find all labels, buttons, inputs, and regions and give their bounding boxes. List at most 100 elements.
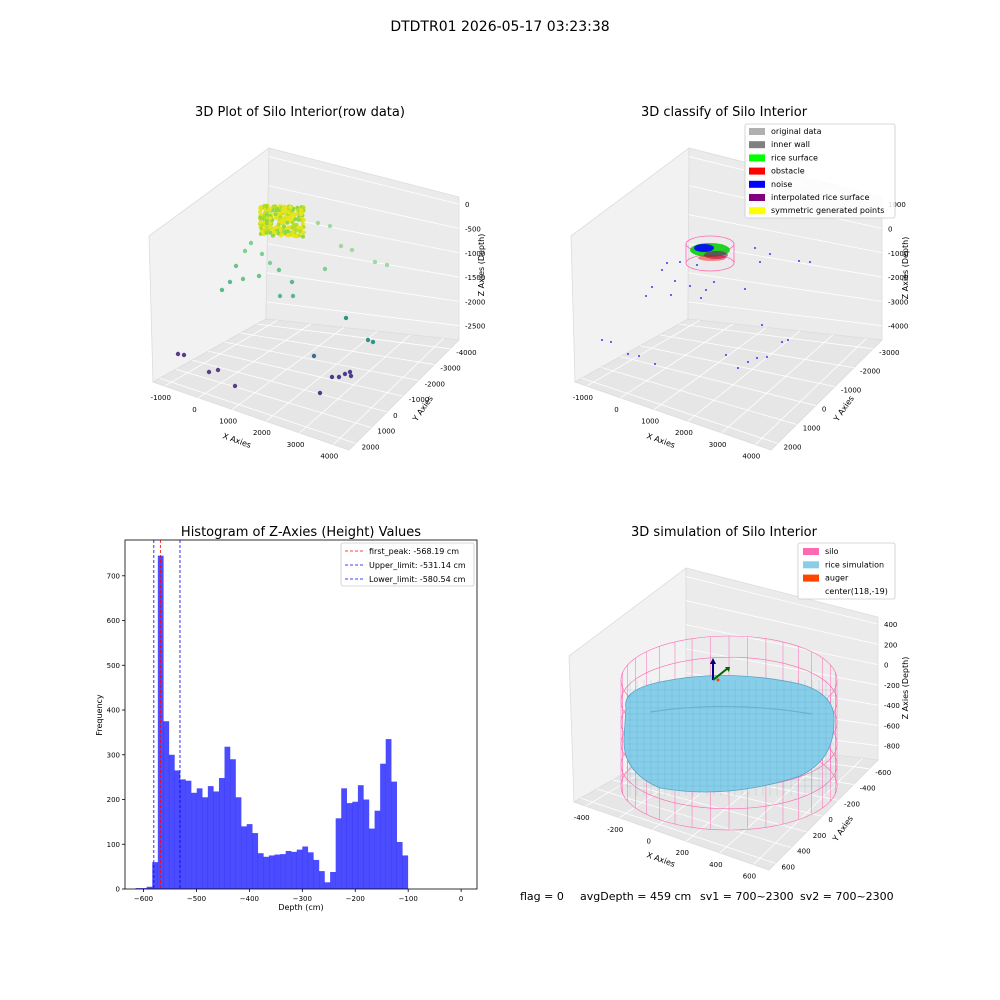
raw-data-point [290,220,295,225]
simulation-legend-entry-label: center(118,-19) [825,587,888,596]
raw-data-point [281,220,286,225]
raw-data-point [322,266,328,272]
raw-data-point [291,207,296,212]
classify-y-tick-label: -1000 [841,387,861,395]
histogram-bar [352,801,359,889]
simulation-x-ticks: -400 -200 0 200 400 600 [574,814,756,880]
raw-data-point [273,212,278,217]
noise-point [713,281,715,283]
histogram-bar [202,797,209,889]
noise-point [754,247,756,249]
raw-data-point [274,225,279,230]
raw-y-tick-label: 1000 [377,428,395,436]
status-footer: flag = 0 avgDepth = 459 cm sv1 = 700~230… [520,890,894,903]
noise-point [674,280,676,282]
simulation-z-ticks: 400 200 0 -200 -400 -600 -800 [884,621,900,751]
classify-z-tick-label: 1000 [888,201,906,209]
classify-legend-entry-label: interpolated rice surface [771,193,869,202]
raw-data-point [258,209,263,214]
noise-point [759,261,761,263]
panel-raw-data: 3D Plot of Silo Interior(row data) -1000… [148,105,486,461]
raw-data-point [285,220,290,225]
raw-data-point [264,221,269,226]
simulation-x-tick-label: 0 [647,837,651,845]
raw-data-point [348,373,354,379]
noise-point [725,354,727,356]
raw-data-point [280,209,285,214]
histogram-x-ticks: −600 −500 −400 −300 −200 −100 0 [134,889,463,903]
histogram-legend: first_peak: -568.19 cm Upper_limit: -531.… [340,542,475,587]
histogram-bar [257,853,264,889]
classify-legend-entry-label: noise [771,180,792,189]
classify-z-tick-label: -2000 [888,274,908,282]
histogram-bar [402,855,409,889]
raw-y-tick-label: -2000 [425,380,445,388]
classify-x-ticks: -1000 0 1000 2000 3000 4000 [573,394,761,460]
raw-panel-title: 3D Plot of Silo Interior(row data) [195,105,405,120]
histogram-x-tick-label: −400 [240,895,259,903]
raw-data-point [286,233,291,238]
raw-data-point [276,267,282,273]
classify-y-tick-label: 0 [822,406,826,414]
raw-data-point [175,351,181,357]
raw-data-point [299,212,304,217]
simulation-x-tick-label: -400 [574,814,590,822]
histogram-bar [380,763,386,889]
raw-data-point [297,229,302,234]
raw-data-point [291,225,296,230]
raw-data-point [281,224,286,229]
raw-data-point [384,262,390,268]
classify-x-tick-label: 0 [614,406,618,414]
simulation-legend: silo rice simulation auger center(118,-19) [797,542,896,600]
raw-data-point [240,276,246,282]
raw-z-label: Z Axies (Depth) [477,234,486,297]
histogram-bar [313,859,320,889]
classify-gridlines [581,156,883,445]
histogram-x-tick-label: −300 [293,895,312,903]
raw-data-point [278,219,283,224]
raw-data-point [276,222,281,227]
footer-avg-depth: avgDepth = 459 cm [580,890,691,903]
noise-point [627,353,629,355]
histogram-bar [285,850,292,889]
classify-legend-entry-label: rice surface [771,153,818,162]
raw-data-point [274,208,279,213]
histogram-bar [302,846,309,889]
classify-z-tick-label: 0 [888,225,892,233]
simulation-z-tick-label: -400 [884,702,900,710]
raw-data-point [288,205,293,210]
noise-point [756,357,758,359]
histogram-reference-lines [153,540,181,889]
histogram-y-tick-label: 0 [116,886,120,894]
raw-y-tick-label: -1000 [409,396,429,404]
simulation-x-tick-label: -200 [607,826,623,834]
simulation-legend-entry-label: auger [825,574,849,583]
raw-data-point [311,353,317,359]
noise-point [638,355,640,357]
classify-x-tick-label: -1000 [573,394,593,402]
raw-data-point [327,223,333,229]
raw-data-point [286,225,291,230]
simulation-legend-entry-label: rice simulation [825,560,884,569]
histogram-bar [291,851,297,889]
simulation-panel-title: 3D simulation of Silo Interior [631,525,818,540]
histogram-bar [163,721,170,889]
histogram-y-tick-label: 400 [107,707,120,715]
raw-data-point [300,221,305,226]
histogram-bar [180,779,186,889]
simulation-y-tick-label: 400 [797,848,810,856]
histogram-y-tick-label: 700 [107,572,120,580]
simulation-y-tick-label: 600 [782,863,795,871]
histogram-x-tick-label: 0 [459,895,463,903]
simulation-x-label: X Axies [645,850,676,869]
simulation-y-tick-label: 0 [828,816,832,824]
raw-data-point [267,260,273,266]
classify-point-cloud [601,247,811,369]
noise-point [761,324,763,326]
raw-data-point [290,212,295,217]
classify-legend: original data inner wall rice surface obsta… [744,123,896,219]
classify-y-tick-label: -2000 [860,368,880,376]
raw-x-tick-label: 0 [192,406,196,414]
histogram-bar [363,799,370,889]
raw-data-point [283,229,288,234]
